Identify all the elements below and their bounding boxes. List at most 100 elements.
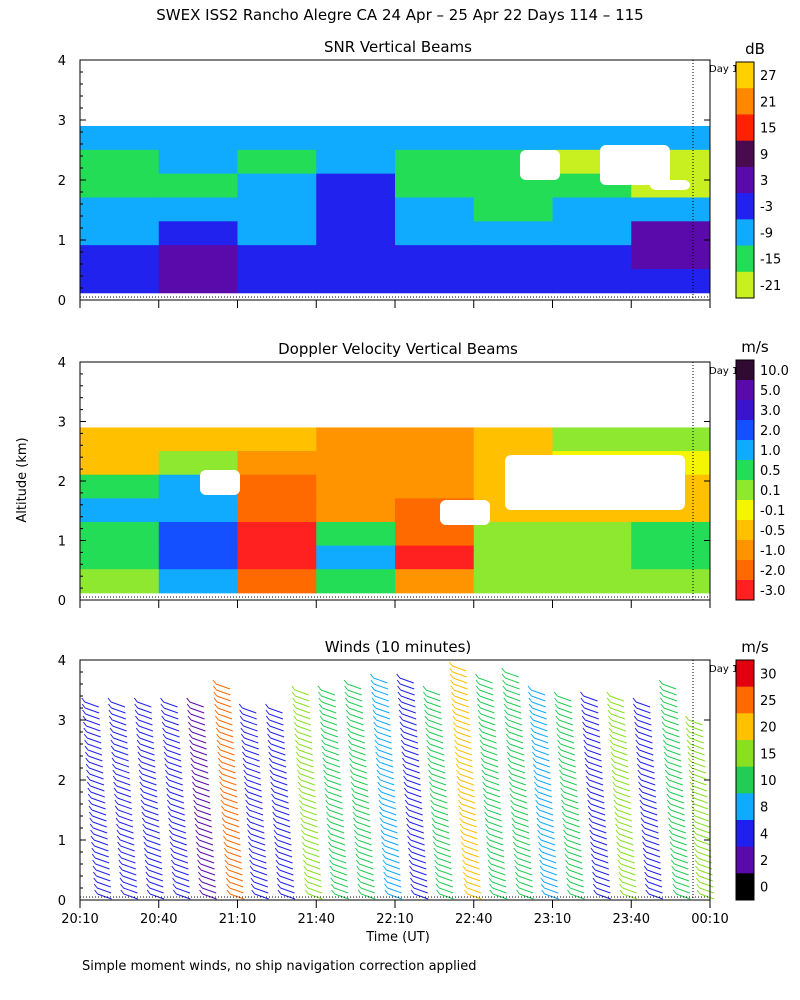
wind-barb-feather — [432, 829, 437, 835]
wind-barb-feather — [614, 817, 619, 823]
wind-barb-feather — [539, 865, 544, 871]
colorbar-label: 1.0 — [760, 444, 781, 459]
wind-barb — [429, 743, 444, 750]
wind-barb-feather — [402, 769, 407, 775]
heatmap-cell — [158, 569, 238, 594]
wind-barb — [642, 797, 657, 804]
wind-barb-feather — [584, 757, 589, 763]
wind-barb-feather — [161, 721, 166, 727]
wind-barb — [358, 857, 374, 864]
wind-barb — [531, 695, 546, 702]
colorbar-segment — [736, 820, 754, 848]
wind-barb-feather — [453, 733, 458, 739]
wind-barb — [428, 725, 443, 732]
wind-barb — [589, 791, 605, 798]
wind-barb — [662, 689, 677, 696]
wind-barb — [568, 869, 584, 876]
wind-barb-feather — [171, 871, 176, 877]
wind-barb — [691, 773, 707, 780]
wind-barb-feather — [460, 841, 465, 847]
wind-barb — [612, 737, 627, 744]
wind-barb-feather — [485, 823, 489, 829]
wind-barb-feather — [355, 853, 360, 859]
wind-barb — [639, 761, 655, 768]
wind-barb-feather — [146, 883, 151, 889]
wind-barb — [491, 875, 506, 882]
colorbar-frame — [735, 359, 755, 601]
wind-barb — [167, 767, 183, 774]
wind-barb-feather — [326, 823, 331, 829]
panel-title: Doppler Velocity Vertical Beams — [278, 340, 518, 358]
wind-barb-feather — [212, 679, 217, 685]
wind-barb-feather — [83, 733, 88, 739]
wind-barb — [218, 725, 233, 732]
wind-barb-feather — [530, 727, 535, 733]
wind-barb — [118, 809, 133, 816]
wind-barb-feather — [163, 745, 168, 751]
wind-barb-feather — [92, 871, 97, 877]
wind-barb-feather — [528, 703, 533, 709]
wind-barb — [143, 797, 158, 804]
wind-barb-feather — [167, 811, 172, 817]
heatmap-cell — [552, 521, 632, 547]
wind-barb-feather — [291, 685, 296, 691]
wind-barb-feather — [613, 799, 618, 805]
colorbar-segment — [736, 846, 754, 874]
wind-barb-feather — [562, 817, 567, 823]
wind-barb — [698, 875, 714, 882]
wind-profile — [658, 679, 691, 900]
colorbar-label: 2.0 — [760, 424, 781, 439]
wind-barb-feather — [163, 751, 168, 757]
wind-barb — [406, 779, 421, 786]
wind-barb — [567, 851, 582, 858]
wind-barb-feather — [533, 775, 538, 781]
wind-barb — [374, 695, 389, 702]
wind-barb — [640, 773, 655, 780]
wind-barb-feather — [667, 805, 672, 811]
wind-barb — [463, 839, 479, 846]
colorbar-unit: m/s — [741, 638, 769, 656]
wind-barb-feather — [375, 757, 380, 763]
wind-barb-feather — [589, 829, 594, 835]
wind-barb — [673, 857, 689, 864]
wind-barb — [249, 821, 265, 828]
wind-barb-feather — [370, 673, 374, 679]
wind-barb — [147, 863, 163, 870]
wind-barb-feather — [397, 697, 402, 703]
wind-profile — [396, 673, 429, 900]
wind-barb-feather — [108, 703, 112, 709]
wind-barb-feather — [662, 733, 667, 739]
wind-barb — [300, 779, 315, 786]
wind-barb — [563, 797, 579, 804]
wind-barb-feather — [108, 709, 113, 715]
wind-barb — [699, 881, 714, 888]
wind-barb — [637, 719, 652, 726]
wind-barb — [144, 809, 159, 816]
wind-barb-feather — [118, 853, 122, 859]
colorbar-segment — [736, 500, 754, 521]
wind-barb — [400, 695, 416, 702]
wind-barb — [190, 719, 206, 726]
wind-barb — [92, 821, 107, 828]
y-tick-label: 4 — [58, 54, 66, 69]
wind-barb-feather — [318, 691, 322, 697]
wind-barb-feather — [659, 685, 664, 691]
wind-barb-feather — [397, 691, 402, 697]
wind-barb-feather — [504, 709, 508, 715]
wind-barb-feather — [298, 799, 303, 805]
wind-barb — [328, 809, 344, 816]
wind-barb-feather — [265, 715, 270, 721]
wind-barb-feather — [405, 811, 410, 817]
heatmap-cell — [395, 268, 475, 294]
wind-barb-feather — [223, 835, 227, 841]
wind-barb-feather — [508, 775, 513, 781]
wind-barb — [463, 833, 478, 840]
wind-barb-feather — [331, 889, 336, 895]
wind-barb-feather — [303, 865, 308, 871]
wind-barb-feather — [516, 889, 520, 895]
wind-barb-feather — [489, 889, 494, 895]
wind-barb — [509, 737, 524, 744]
wind-barb-feather — [409, 871, 414, 877]
wind-barb — [665, 731, 680, 738]
wind-barb-feather — [146, 889, 151, 895]
